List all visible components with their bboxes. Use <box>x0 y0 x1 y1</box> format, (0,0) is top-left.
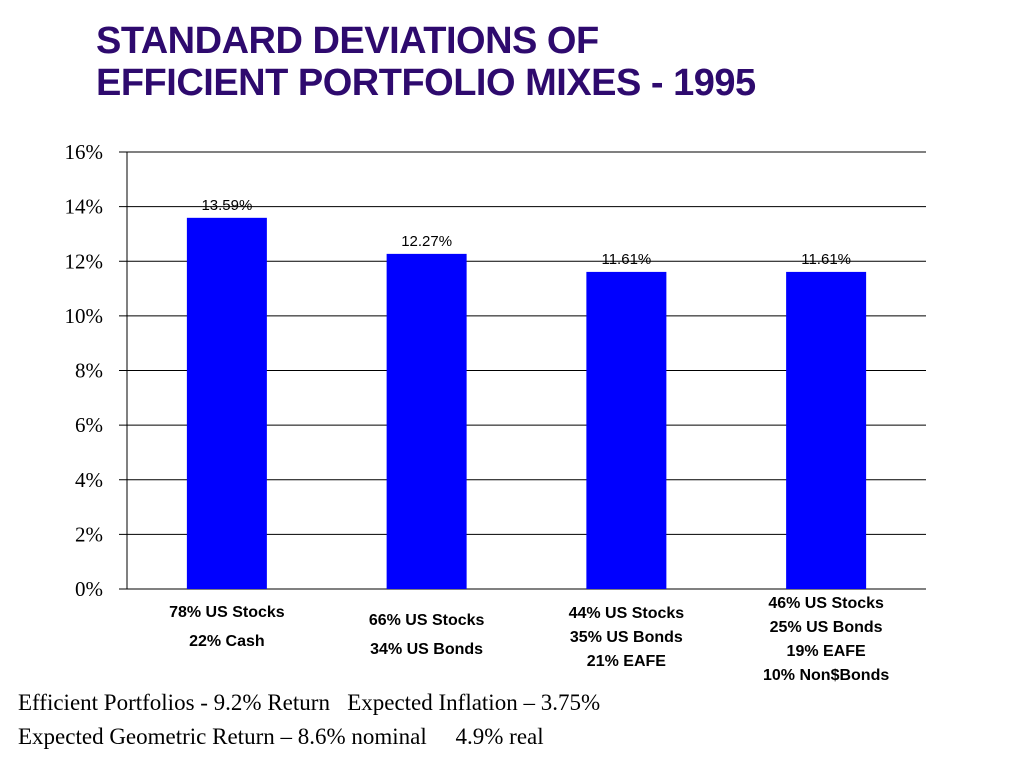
category-label: 35% US Bonds <box>570 629 683 646</box>
std-dev-bar-chart: 0% 2% 4% 6% 8% 10% 12% 14% 16% 13.59% 12.27% 11.61… <box>65 140 926 684</box>
y-tick-label: 10% <box>65 304 104 328</box>
category-label: 46% US Stocks <box>768 595 884 612</box>
y-tick-label: 6% <box>75 413 103 437</box>
bar <box>186 217 267 589</box>
category-label: 21% EAFE <box>587 653 666 670</box>
y-tick-label: 0% <box>75 577 103 601</box>
bar <box>586 271 667 589</box>
category-label: 10% Non$Bonds <box>763 667 889 684</box>
y-tick-label: 4% <box>75 468 103 492</box>
y-axis: 0% 2% 4% 6% 8% 10% 12% 14% 16% <box>65 140 128 601</box>
category-label: 44% US Stocks <box>569 605 685 622</box>
page-title: STANDARD DEVIATIONS OF EFFICIENT PORTFOL… <box>96 20 756 104</box>
y-tick-label: 14% <box>65 195 104 219</box>
title-line-1: STANDARD DEVIATIONS OF <box>96 20 599 62</box>
y-tick-label: 16% <box>65 140 104 164</box>
bars <box>186 217 867 590</box>
footnotes: Efficient Portfolios - 9.2% Return Expec… <box>18 686 600 754</box>
category-labels: 78% US Stocks 22% Cash 66% US Stocks 34% US… <box>169 595 889 684</box>
data-label: 11.61% <box>601 251 651 268</box>
title-line-2: EFFICIENT PORTFOLIO MIXES - 1995 <box>96 62 756 104</box>
y-tick-label: 8% <box>75 359 103 383</box>
footnote-line-2: Expected Geometric Return – 8.6% nominal… <box>18 724 544 749</box>
data-label: 12.27% <box>401 233 452 250</box>
data-labels: 13.59% 12.27% 11.61% 11.61% <box>201 197 851 268</box>
category-label: 34% US Bonds <box>370 641 483 658</box>
category-label: 22% Cash <box>189 633 265 650</box>
category-label: 25% US Bonds <box>770 619 883 636</box>
data-label: 13.59% <box>201 197 252 214</box>
bar <box>786 271 867 589</box>
y-tick-label: 12% <box>65 249 104 273</box>
category-label: 19% EAFE <box>787 643 866 660</box>
footnote-line-1: Efficient Portfolios - 9.2% Return Expec… <box>18 690 601 715</box>
bar <box>386 253 467 590</box>
category-label: 78% US Stocks <box>169 604 285 621</box>
y-tick-label: 2% <box>75 522 103 546</box>
category-label: 66% US Stocks <box>369 612 485 629</box>
data-label: 11.61% <box>801 251 851 268</box>
